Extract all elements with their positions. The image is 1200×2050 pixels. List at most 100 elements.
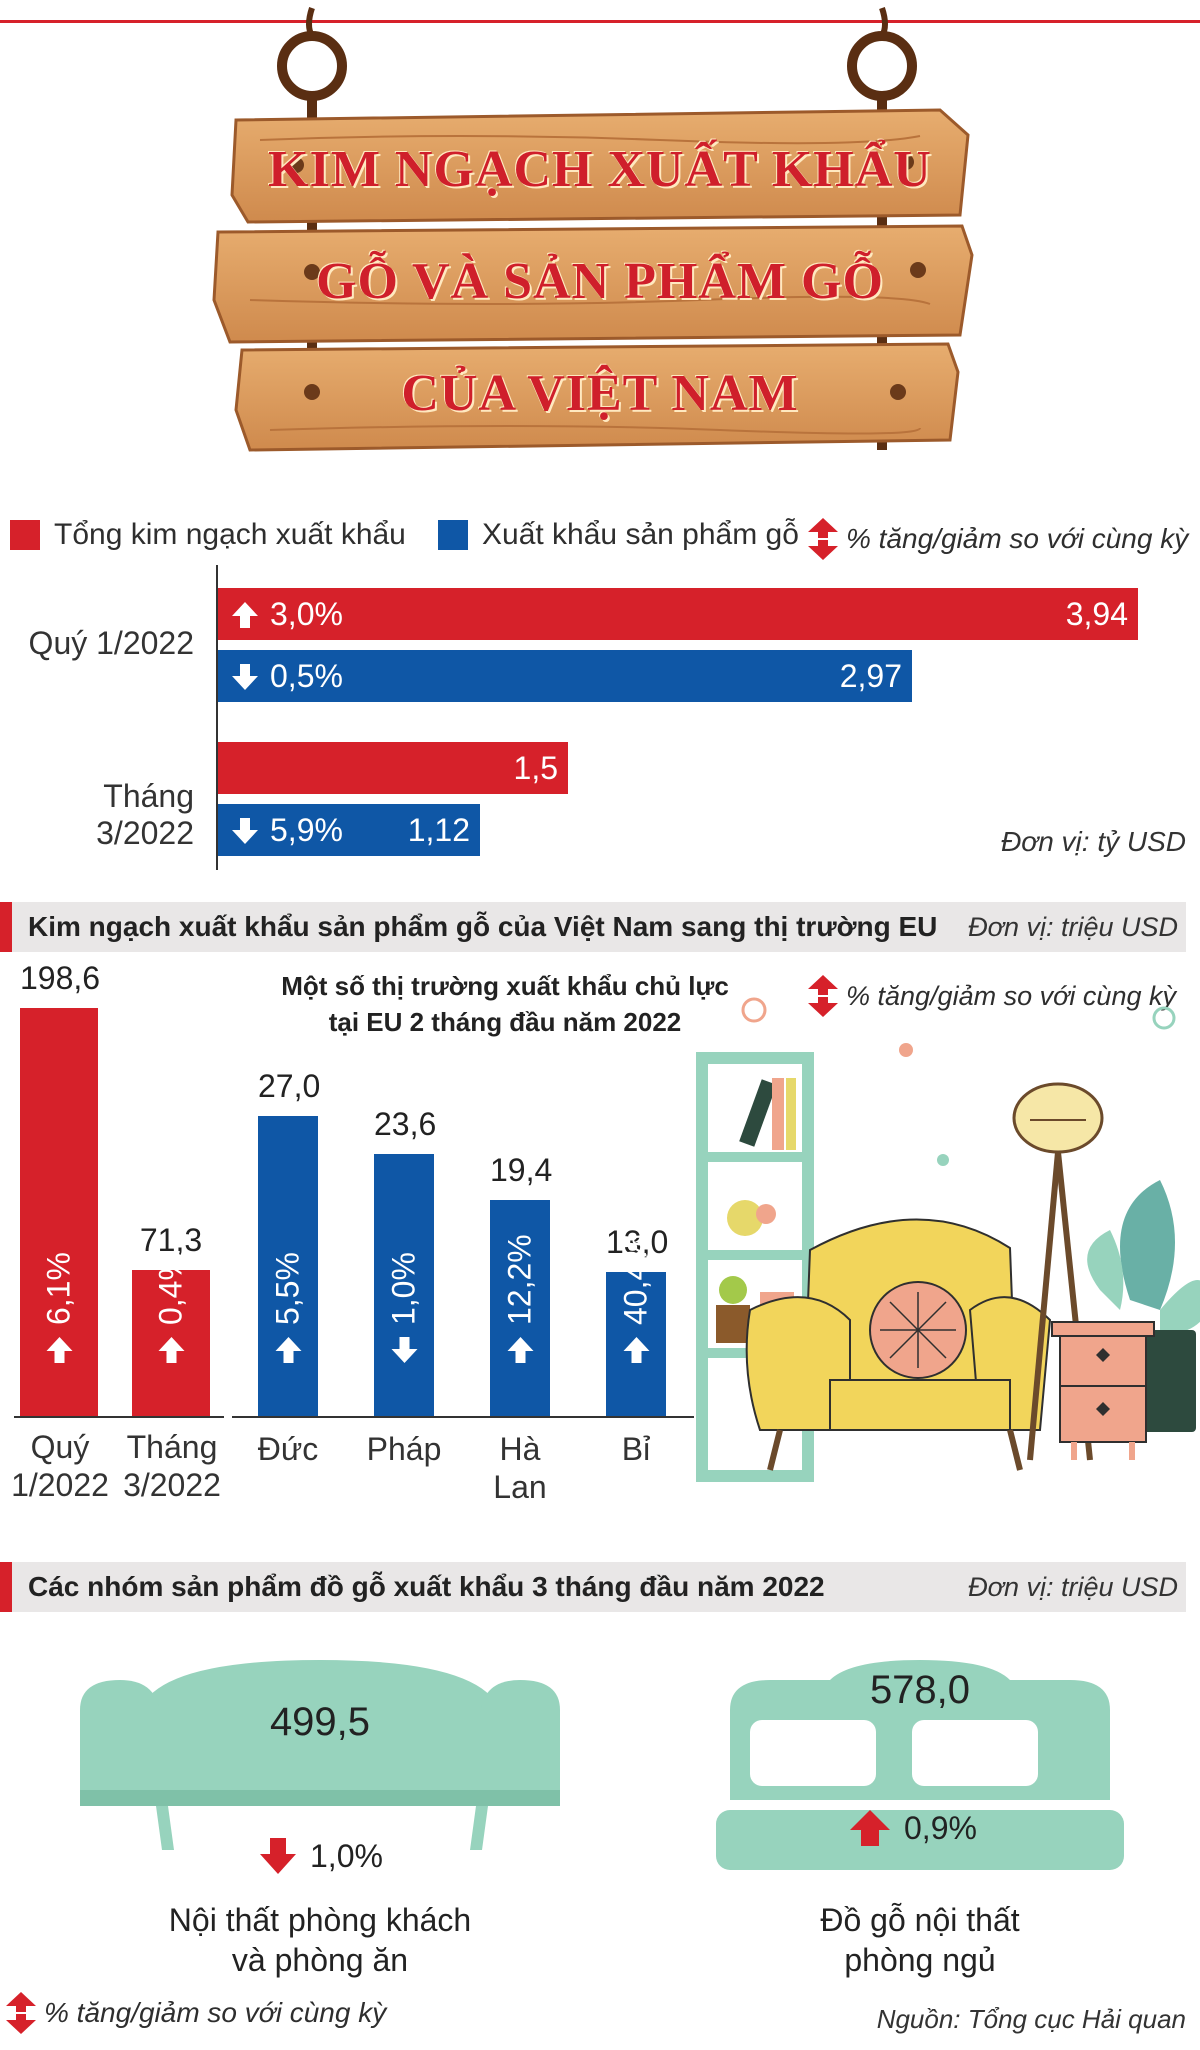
eu-total-value-label: 198,6: [20, 960, 101, 996]
market-change-text: 40,4%: [617, 1234, 654, 1325]
arrow-up-icon: [158, 1337, 184, 1363]
hbar-category-2: Tháng 3/2022: [96, 778, 194, 851]
arrow-up-icon: [623, 1337, 649, 1363]
header-red-tab: [0, 1562, 12, 1612]
living-room-label: Nội thất phòng khách và phòng ăn: [120, 1900, 520, 1980]
market-category-label: Đức: [257, 1431, 319, 1467]
legend-total: Tổng kim ngạch xuất khẩu: [10, 518, 406, 552]
products-section-unit: Đơn vị: triệu USD: [968, 1572, 1178, 1602]
hbar-wood-q1-value: 2,97: [839, 658, 902, 694]
eu-total-change-text: 0,4%: [152, 1252, 189, 1325]
up-down-arrow-icon: [808, 518, 838, 560]
market-bar: 27,0 5,5%: [258, 1068, 320, 1416]
markets-chart-title: Một số thị trường xuất khẩu chủ lực tại …: [230, 968, 780, 1040]
legend-wood: Xuất khẩu sản phẩm gỗ: [438, 518, 799, 552]
hbar-unit: Đơn vị: tỷ USD: [1001, 826, 1186, 857]
hbar-wood-m3: 5,9% 1,12: [218, 804, 480, 856]
market-category-label: Bỉ: [621, 1431, 651, 1467]
hbar-axis: [216, 565, 218, 870]
eu-total-xlabel-1: Quý 1/2022: [0, 1428, 120, 1504]
title-line-1: KIM NGẠCH XUẤT KHẨU: [268, 141, 932, 198]
markets-legend-label: % tăng/giảm so với cùng kỳ: [846, 980, 1176, 1011]
eu-total-xlabel-1-line-2: 1/2022: [11, 1467, 109, 1503]
legend-wood-label: Xuất khẩu sản phẩm gỗ: [482, 518, 799, 551]
products-section-header: Các nhóm sản phẩm đồ gỗ xuất khẩu 3 thán…: [0, 1562, 1186, 1612]
arrow-down-icon: [232, 663, 258, 690]
title-line-3: CỦA VIỆT NAM: [401, 365, 799, 422]
right-ring-icon: [847, 31, 917, 101]
hbar-wood-q1: 0,5% 2,97: [218, 650, 912, 702]
source-note: Nguồn: Tổng cục Hải quan: [876, 2004, 1186, 2034]
arrow-down-icon: [232, 817, 258, 844]
market-change: 12,2%: [502, 1234, 539, 1365]
arrow-up-icon: [46, 1337, 72, 1363]
hbar-category-1: Quý 1/2022: [28, 625, 194, 661]
market-value-label: 27,0: [258, 1068, 321, 1104]
market-bar: 23,6 1,0%: [374, 1106, 436, 1416]
eu-total-xlabel-1-line-1: Quý: [30, 1429, 90, 1465]
eu-total-change-text: 6,1%: [40, 1252, 77, 1325]
market-value-label: 23,6: [374, 1106, 437, 1142]
hbar-total-q1-change-text: 3,0%: [270, 596, 343, 632]
arrow-up-icon: [850, 1810, 890, 1846]
living-room-change-text: 1,0%: [310, 1837, 383, 1874]
eu-total-bar: 198,6 6,1%: [20, 960, 100, 1416]
hbar-wood-m3-change-text: 5,9%: [270, 812, 343, 848]
title-line-2: GỖ VÀ SẢN PHẨM GỖ: [316, 253, 884, 310]
sofa-illustration: [80, 1660, 560, 1850]
bedroom-change-text: 0,9%: [904, 1809, 977, 1846]
eu-total-value-label: 71,3: [139, 1222, 203, 1258]
market-change: 1,0%: [386, 1252, 423, 1365]
market-change: 5,5%: [270, 1252, 307, 1365]
market-bar: 19,4 12,2%: [490, 1152, 552, 1416]
eu-total-xlabel-2-line-2: 3/2022: [123, 1467, 221, 1503]
top-red-line: [0, 20, 1200, 23]
markets-title-line-2: tại EU 2 tháng đầu năm 2022: [328, 1007, 682, 1037]
up-down-arrow-icon: [808, 975, 838, 1017]
wooden-sign-illustration: [212, 7, 974, 452]
market-change-text: 5,5%: [269, 1252, 306, 1325]
hbar-wood-m3-change: 5,9%: [230, 812, 343, 849]
market-change-text: 1,0%: [385, 1252, 422, 1325]
hbar-total-q1: 3,0% 3,94: [218, 588, 1138, 640]
living-room-label-line-1: Nội thất phòng khách: [168, 1902, 472, 1938]
footer-legend-label: % tăng/giảm so với cùng kỳ: [44, 1997, 387, 2028]
header-red-tab: [0, 902, 12, 952]
living-room-illustration: [696, 997, 1200, 1482]
bedroom-label-line-2: phòng ngủ: [844, 1942, 996, 1978]
eu-total-baseline: [14, 1416, 224, 1418]
market-change-text: 12,2%: [501, 1234, 538, 1325]
left-ring-icon: [277, 31, 347, 101]
eu-total-change: 0,4%: [153, 1252, 190, 1365]
products-section-title: Các nhóm sản phẩm đồ gỗ xuất khẩu 3 thán…: [28, 1571, 825, 1602]
up-down-arrow-icon: [6, 1992, 36, 2034]
market-category-label: Hà Lan: [493, 1431, 547, 1505]
bedroom-value: 578,0: [869, 1668, 971, 1712]
bedroom-label: Đồ gỗ nội thất phòng ngủ: [720, 1900, 1120, 1980]
legend-change: % tăng/giảm so với cùng kỳ: [808, 518, 1188, 560]
hbar-wood-m3-value: 1,12: [407, 812, 470, 848]
bedroom-change: 0,9%: [848, 1808, 977, 1848]
markets-title-line-1: Một số thị trường xuất khẩu chủ lực: [281, 971, 729, 1001]
footer-legend: % tăng/giảm so với cùng kỳ: [6, 1992, 386, 2034]
legend-blue-swatch: [438, 520, 468, 550]
market-value-label: 13,0: [606, 1224, 669, 1260]
eu-section-title: Kim ngạch xuất khẩu sản phẩm gỗ của Việt…: [28, 911, 938, 942]
living-room-change: 1,0%: [258, 1836, 383, 1876]
market-value-label: 19,4: [490, 1152, 553, 1188]
bedroom-label-line-1: Đồ gỗ nội thất: [820, 1902, 1020, 1938]
arrow-down-icon: [391, 1337, 417, 1363]
markets-legend: % tăng/giảm so với cùng kỳ: [808, 975, 1176, 1017]
market-change: 40,4%: [618, 1234, 655, 1365]
eu-total-xlabel-2-line-1: Tháng: [126, 1429, 218, 1465]
legend-red-swatch: [10, 520, 40, 550]
hbar-wood-q1-change-text: 0,5%: [270, 658, 343, 694]
eu-section-header: Kim ngạch xuất khẩu sản phẩm gỗ của Việt…: [0, 902, 1186, 952]
hbar-total-m3: 1,5: [218, 742, 568, 794]
bed-illustration: [716, 1660, 1124, 1870]
eu-total-xlabel-2: Tháng 3/2022: [112, 1428, 232, 1504]
arrow-up-icon: [275, 1337, 301, 1363]
hbar-wood-q1-change: 0,5%: [230, 658, 343, 695]
arrow-down-icon: [260, 1838, 296, 1874]
market-category-label: Pháp: [366, 1431, 442, 1467]
